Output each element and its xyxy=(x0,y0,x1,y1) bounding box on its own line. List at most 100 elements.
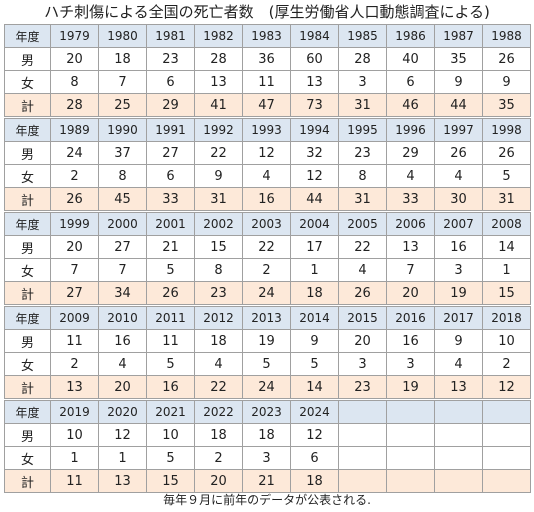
table-row-male: 男 11 16 11 18 19 9 20 16 9 10 xyxy=(4,329,531,353)
male-count-cell: 23 xyxy=(338,141,387,165)
year-cell: 1996 xyxy=(386,118,435,142)
male-count-cell: 9 xyxy=(290,329,339,353)
female-count-cell: 5 xyxy=(146,258,195,282)
male-count-cell: 26 xyxy=(482,141,531,165)
row-label-total: 計 xyxy=(4,187,51,211)
female-count-cell: 6 xyxy=(146,70,195,94)
male-count-cell: 15 xyxy=(194,235,243,259)
table-row-years: 年度 2009 2010 2011 2012 2013 2014 2015 2016 2017 20… xyxy=(4,306,531,330)
female-count-cell: 3 xyxy=(242,446,291,470)
female-count-cell: 4 xyxy=(98,352,147,376)
year-cell: 2001 xyxy=(146,212,195,236)
total-count-cell: 18 xyxy=(290,281,339,305)
female-count-cell: 12 xyxy=(290,164,339,188)
total-count-cell: 26 xyxy=(338,281,387,305)
male-count-cell: 37 xyxy=(98,141,147,165)
female-count-cell: 5 xyxy=(242,352,291,376)
page-title: ハチ刺傷による全国の死亡者数 (厚生労働省人口動態調査による) xyxy=(44,3,490,21)
female-count-cell: 4 xyxy=(434,352,483,376)
row-label-year: 年度 xyxy=(4,118,51,142)
total-count-cell: 35 xyxy=(482,93,531,117)
row-label-female: 女 xyxy=(4,258,51,282)
year-cell: 2011 xyxy=(146,306,195,330)
female-count-cell: 9 xyxy=(482,70,531,94)
total-count-cell: 23 xyxy=(194,281,243,305)
female-count-cell: 1 xyxy=(98,446,147,470)
male-count-cell: 11 xyxy=(146,329,195,353)
year-cell: 2019 xyxy=(50,400,99,424)
year-cell: 2009 xyxy=(50,306,99,330)
year-cell: 1984 xyxy=(290,24,339,48)
year-cell: 1987 xyxy=(434,24,483,48)
total-count-cell: 44 xyxy=(290,187,339,211)
total-count-cell: 16 xyxy=(242,187,291,211)
female-count-cell: 1 xyxy=(482,258,531,282)
year-cell: 1980 xyxy=(98,24,147,48)
row-label-year: 年度 xyxy=(4,306,51,330)
total-count-cell: 47 xyxy=(242,93,291,117)
total-count-cell: 44 xyxy=(434,93,483,117)
year-table-1: 年度 1979 1980 1981 1982 1983 1984 1985 1986 1987 19… xyxy=(4,24,531,117)
female-count-cell: 4 xyxy=(338,258,387,282)
year-cell: 2023 xyxy=(242,400,291,424)
total-count-cell: 22 xyxy=(194,375,243,399)
row-label-year: 年度 xyxy=(4,400,51,424)
table-row-female: 女 8 7 6 13 11 13 3 6 9 9 xyxy=(4,70,531,94)
male-count-cell: 14 xyxy=(482,235,531,259)
total-count-cell: 15 xyxy=(482,281,531,305)
female-count-cell: 7 xyxy=(98,258,147,282)
total-count-cell: 13 xyxy=(50,375,99,399)
year-cell: 1983 xyxy=(242,24,291,48)
year-cell: 1992 xyxy=(194,118,243,142)
male-count-cell: 12 xyxy=(290,423,339,447)
male-count-cell: 20 xyxy=(338,329,387,353)
female-count-cell: 3 xyxy=(434,258,483,282)
table-row-male: 男 10 12 10 18 18 12 xyxy=(4,423,531,447)
row-label-male: 男 xyxy=(4,141,51,165)
male-count-cell: 32 xyxy=(290,141,339,165)
total-count-cell: 13 xyxy=(98,469,147,493)
total-count-cell xyxy=(386,469,435,493)
total-count-cell: 31 xyxy=(338,187,387,211)
year-cell: 1990 xyxy=(98,118,147,142)
year-cell: 2018 xyxy=(482,306,531,330)
table-row-years: 年度 2019 2020 2021 2022 2023 2024 xyxy=(4,400,531,424)
year-cell xyxy=(338,400,387,424)
total-count-cell: 23 xyxy=(338,375,387,399)
row-label-total: 計 xyxy=(4,281,51,305)
female-count-cell: 8 xyxy=(194,258,243,282)
total-count-cell: 18 xyxy=(290,469,339,493)
row-label-male: 男 xyxy=(4,329,51,353)
row-label-male: 男 xyxy=(4,47,51,71)
table-row-male: 男 20 18 23 28 36 60 28 40 35 26 xyxy=(4,47,531,71)
female-count-cell: 3 xyxy=(338,70,387,94)
year-table-2: 年度 1989 1990 1991 1992 1993 1994 1995 1996 1997 19… xyxy=(4,118,531,211)
table-row-total: 計 27 34 26 23 24 18 26 20 19 15 xyxy=(4,281,531,305)
total-count-cell: 24 xyxy=(242,375,291,399)
female-count-cell: 9 xyxy=(194,164,243,188)
male-count-cell xyxy=(434,423,483,447)
male-count-cell: 24 xyxy=(50,141,99,165)
total-count-cell: 19 xyxy=(386,375,435,399)
male-count-cell: 22 xyxy=(242,235,291,259)
year-cell: 2000 xyxy=(98,212,147,236)
male-count-cell: 16 xyxy=(434,235,483,259)
year-cell: 2012 xyxy=(194,306,243,330)
year-cell: 2016 xyxy=(386,306,435,330)
total-count-cell xyxy=(338,469,387,493)
year-cell: 2007 xyxy=(434,212,483,236)
total-count-cell: 29 xyxy=(146,93,195,117)
year-cell: 2010 xyxy=(98,306,147,330)
table-row-total: 計 26 45 33 31 16 44 31 33 30 31 xyxy=(4,187,531,211)
row-label-total: 計 xyxy=(4,375,51,399)
table-row-years: 年度 1979 1980 1981 1982 1983 1984 1985 1986 1987 19… xyxy=(4,24,531,48)
total-count-cell: 34 xyxy=(98,281,147,305)
female-count-cell xyxy=(386,446,435,470)
total-count-cell: 13 xyxy=(434,375,483,399)
year-cell: 1985 xyxy=(338,24,387,48)
year-cell: 1993 xyxy=(242,118,291,142)
male-count-cell: 35 xyxy=(434,47,483,71)
table-row-female: 女 2 8 6 9 4 12 8 4 4 5 xyxy=(4,164,531,188)
